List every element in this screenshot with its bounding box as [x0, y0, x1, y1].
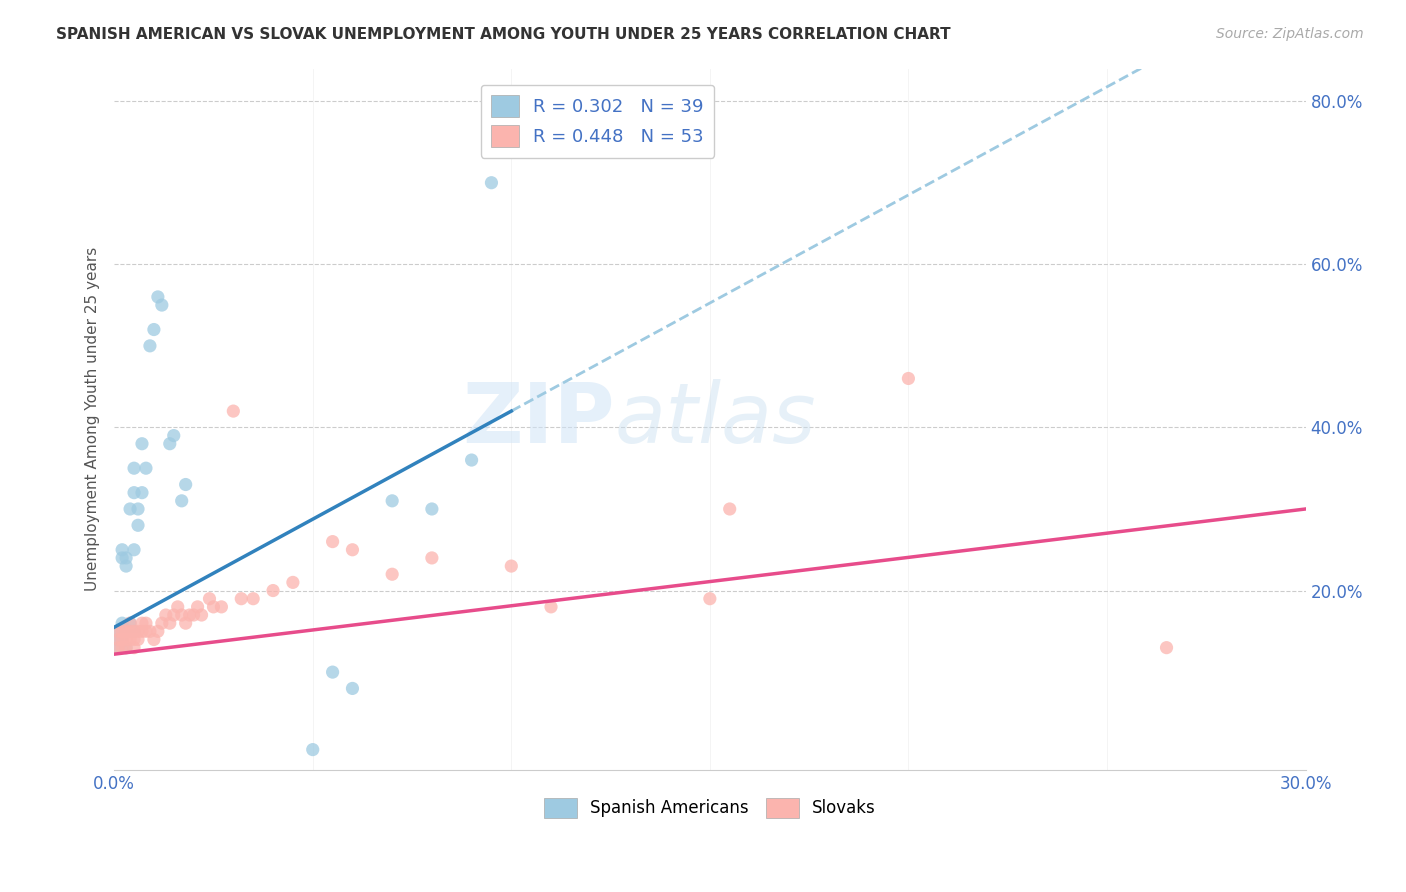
Point [699, 591, 721, 606]
Point [131, 616, 153, 631]
Point [179, 607, 201, 622]
Text: SPANISH AMERICAN VS SLOVAK UNEMPLOYMENT AMONG YOUTH UNDER 25 YEARS CORRELATION C: SPANISH AMERICAN VS SLOVAK UNEMPLOYMENT … [56, 27, 950, 42]
Point [122, 632, 145, 647]
Point [120, 616, 142, 631]
Point [131, 624, 153, 639]
Point [540, 599, 562, 614]
Point [322, 534, 344, 549]
Point [115, 624, 138, 639]
Point [120, 502, 142, 516]
Point [142, 322, 165, 336]
Point [131, 485, 153, 500]
Point [342, 681, 364, 696]
Point [120, 616, 142, 631]
Point [127, 624, 149, 639]
Point [342, 542, 364, 557]
Point [281, 575, 304, 590]
Point [202, 599, 225, 614]
Point [174, 616, 197, 631]
Point [190, 607, 212, 622]
Point [718, 502, 741, 516]
Point [159, 616, 181, 631]
Point [420, 550, 443, 565]
Point [135, 616, 157, 631]
Point [127, 632, 149, 647]
Point [170, 607, 193, 622]
Point [115, 640, 138, 655]
Point [122, 640, 145, 655]
Point [115, 559, 138, 574]
Point [135, 624, 157, 639]
Point [146, 290, 169, 304]
Point [122, 542, 145, 557]
Point [139, 339, 162, 353]
Point [187, 599, 209, 614]
Point [122, 624, 145, 639]
Point [198, 591, 221, 606]
Point [170, 493, 193, 508]
Point [115, 550, 138, 565]
Point [159, 436, 181, 450]
Y-axis label: Unemployment Among Youth under 25 years: Unemployment Among Youth under 25 years [86, 247, 100, 591]
Point [122, 461, 145, 475]
Point [301, 742, 323, 756]
Point [120, 632, 142, 647]
Point [166, 599, 188, 614]
Point [150, 298, 173, 312]
Text: Source: ZipAtlas.com: Source: ZipAtlas.com [1216, 27, 1364, 41]
Point [131, 436, 153, 450]
Point [146, 624, 169, 639]
Point [107, 624, 129, 639]
Point [107, 640, 129, 655]
Point [111, 624, 134, 639]
Point [481, 176, 503, 190]
Point [142, 632, 165, 647]
Point [501, 559, 523, 574]
Point [120, 624, 142, 639]
Point [127, 518, 149, 533]
Point [115, 640, 138, 655]
Point [183, 607, 205, 622]
Text: atlas: atlas [614, 379, 815, 459]
Point [115, 632, 138, 647]
Point [381, 493, 404, 508]
Point [381, 567, 404, 582]
Point [111, 624, 134, 639]
Point [111, 550, 134, 565]
Point [150, 616, 173, 631]
Point [163, 428, 186, 442]
Point [139, 624, 162, 639]
Point [242, 591, 264, 606]
Point [127, 502, 149, 516]
Text: ZIP: ZIP [463, 379, 614, 459]
Point [460, 453, 482, 467]
Point [115, 624, 138, 639]
Legend: Spanish Americans, Slovaks: Spanish Americans, Slovaks [537, 791, 883, 825]
Point [135, 461, 157, 475]
Point [322, 665, 344, 679]
Point [111, 640, 134, 655]
Point [262, 583, 284, 598]
Point [209, 599, 232, 614]
Point [122, 624, 145, 639]
Point [111, 616, 134, 631]
Point [222, 404, 245, 418]
Point [120, 624, 142, 639]
Point [107, 632, 129, 647]
Point [231, 591, 253, 606]
Point [1156, 640, 1178, 655]
Point [155, 607, 177, 622]
Point [107, 632, 129, 647]
Point [111, 632, 134, 647]
Point [122, 485, 145, 500]
Point [111, 632, 134, 647]
Point [174, 477, 197, 491]
Point [897, 371, 920, 385]
Point [107, 640, 129, 655]
Point [163, 607, 186, 622]
Point [420, 502, 443, 516]
Point [107, 624, 129, 639]
Point [111, 542, 134, 557]
